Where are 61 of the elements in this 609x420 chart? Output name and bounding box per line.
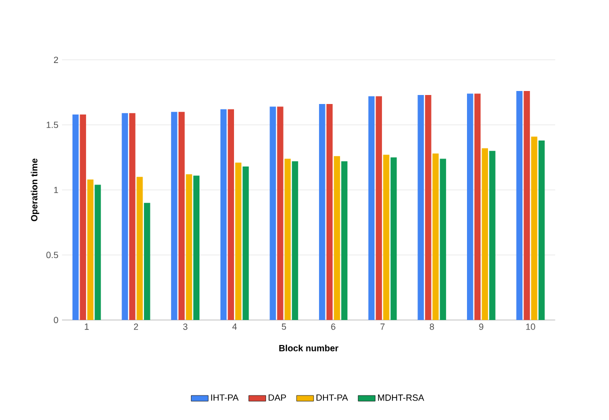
bar [80,114,86,320]
bar [531,136,538,320]
bar [466,94,474,320]
y-tick-label: 1 [54,186,58,193]
bar [87,180,94,320]
y-axis-title: Operation time [30,158,40,222]
bar [171,112,178,320]
bar [228,109,234,320]
x-tick-label: 6 [331,324,336,330]
bar [334,156,340,320]
bar [122,113,128,320]
bar [292,161,298,320]
x-tick-label: 10 [526,324,536,330]
bar [516,91,523,320]
bar [319,104,326,320]
bar [270,106,276,320]
bar [341,161,348,320]
bar [284,158,291,320]
bar [72,114,79,320]
bar [326,104,333,320]
bar [482,148,488,320]
bar [390,157,397,320]
x-tick-label: 8 [430,324,434,330]
x-tick-label: 3 [183,324,188,330]
legend-label: DHT-PA [316,394,348,401]
x-tick-label: 7 [380,324,385,330]
y-tick-label: 0.5 [46,252,58,258]
bar [474,94,481,320]
bar [440,158,446,320]
legend-label: IHT-PA [211,394,239,401]
y-tick-label: 1.5 [46,122,58,128]
bar [277,106,284,320]
x-tick-label: 2 [134,324,138,330]
bar [368,96,375,320]
y-tick-label: 2 [54,56,58,63]
bar [235,162,242,320]
bar [193,176,200,320]
bar [418,94,424,320]
x-axis-title: Block number [279,344,338,352]
bar [136,176,143,320]
y-tick-label: 0 [54,316,58,324]
bar [383,154,390,320]
bar [186,174,192,320]
bar [376,96,382,320]
bar [220,109,227,320]
bar [524,91,530,320]
legend-label: MDHT-RSA [378,394,424,401]
legend-label: DAP [268,394,286,401]
x-tick-label: 5 [282,324,286,330]
bar [178,112,185,320]
bar [489,150,496,320]
x-tick-label: 1 [84,324,89,330]
bar [129,113,136,320]
x-tick-label: 9 [479,324,484,330]
bar [144,202,150,320]
bar [242,166,249,320]
bar [94,184,101,320]
bar [425,94,432,320]
bar [432,153,439,320]
bar [538,140,545,320]
x-tick-label: 4 [232,324,237,330]
